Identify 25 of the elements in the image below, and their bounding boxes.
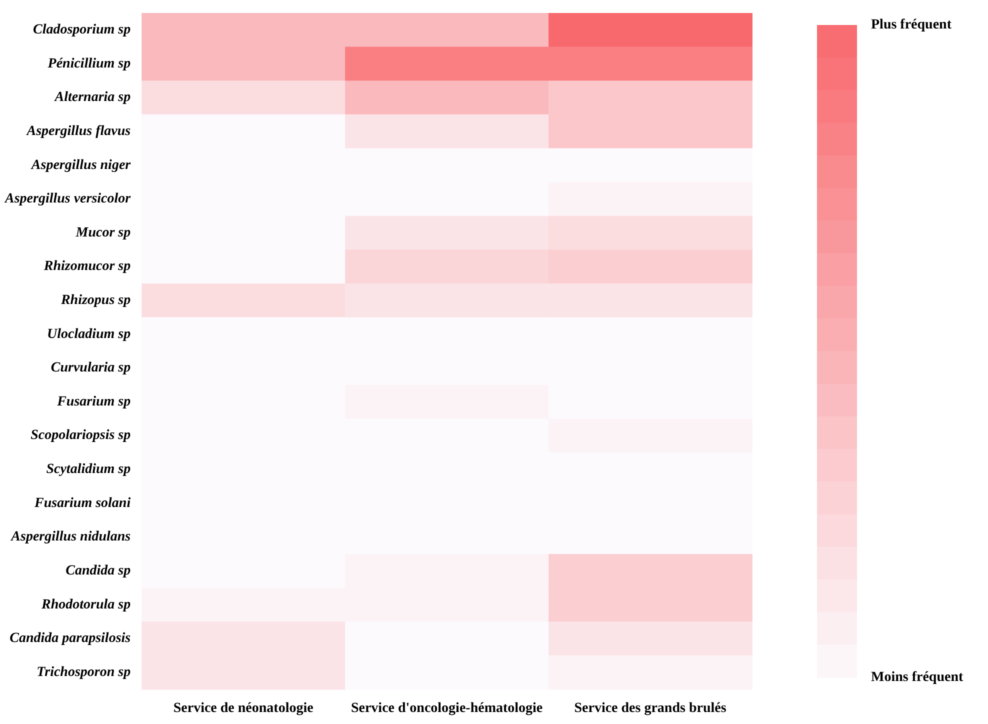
y-tick-label: Ulocladium sp (46, 326, 131, 342)
color-bar-label: Plus fréquent (871, 18, 952, 33)
y-tick-label: Curvularia sp (50, 360, 131, 376)
y-tick-label: Candida sp (66, 563, 131, 578)
y-tick-label: Fusarium sp (56, 394, 131, 410)
y-tick-label: Mucor sp (74, 225, 131, 240)
y-tick-label: Scopolariopsis sp (30, 428, 131, 444)
y-tick-label: Cladosporium sp (32, 22, 131, 38)
y-tick-label: Aspergillus versicolor (4, 192, 132, 207)
y-tick-label: Rhizopus sp (60, 292, 131, 308)
y-tick-label: Fusarium solani (34, 496, 131, 511)
y-tick-label: Pénicillium sp (48, 56, 131, 72)
y-tick-label: Aspergillus nidulans (10, 530, 132, 545)
x-tick-label: Service des grands brulés (574, 701, 727, 716)
y-tick-label: Candida parapsilosis (10, 631, 132, 646)
x-tick-label: Service de néonatologie (173, 701, 314, 716)
y-tick-label: Scytalidium sp (46, 462, 131, 478)
y-tick-label: Rhizomucor sp (42, 259, 131, 274)
y-tick-label: Aspergillus niger (30, 158, 132, 173)
y-tick-label: Trichosporon sp (36, 664, 131, 680)
x-tick-label: Service d'oncologie-hématologie (350, 701, 543, 716)
y-tick-label: Aspergillus flavus (26, 124, 132, 139)
y-tick-label: Alternaria sp (54, 90, 131, 106)
y-tick-label: Rhodotorula sp (40, 597, 131, 612)
color-bar-label: Moins fréquent (871, 670, 964, 685)
